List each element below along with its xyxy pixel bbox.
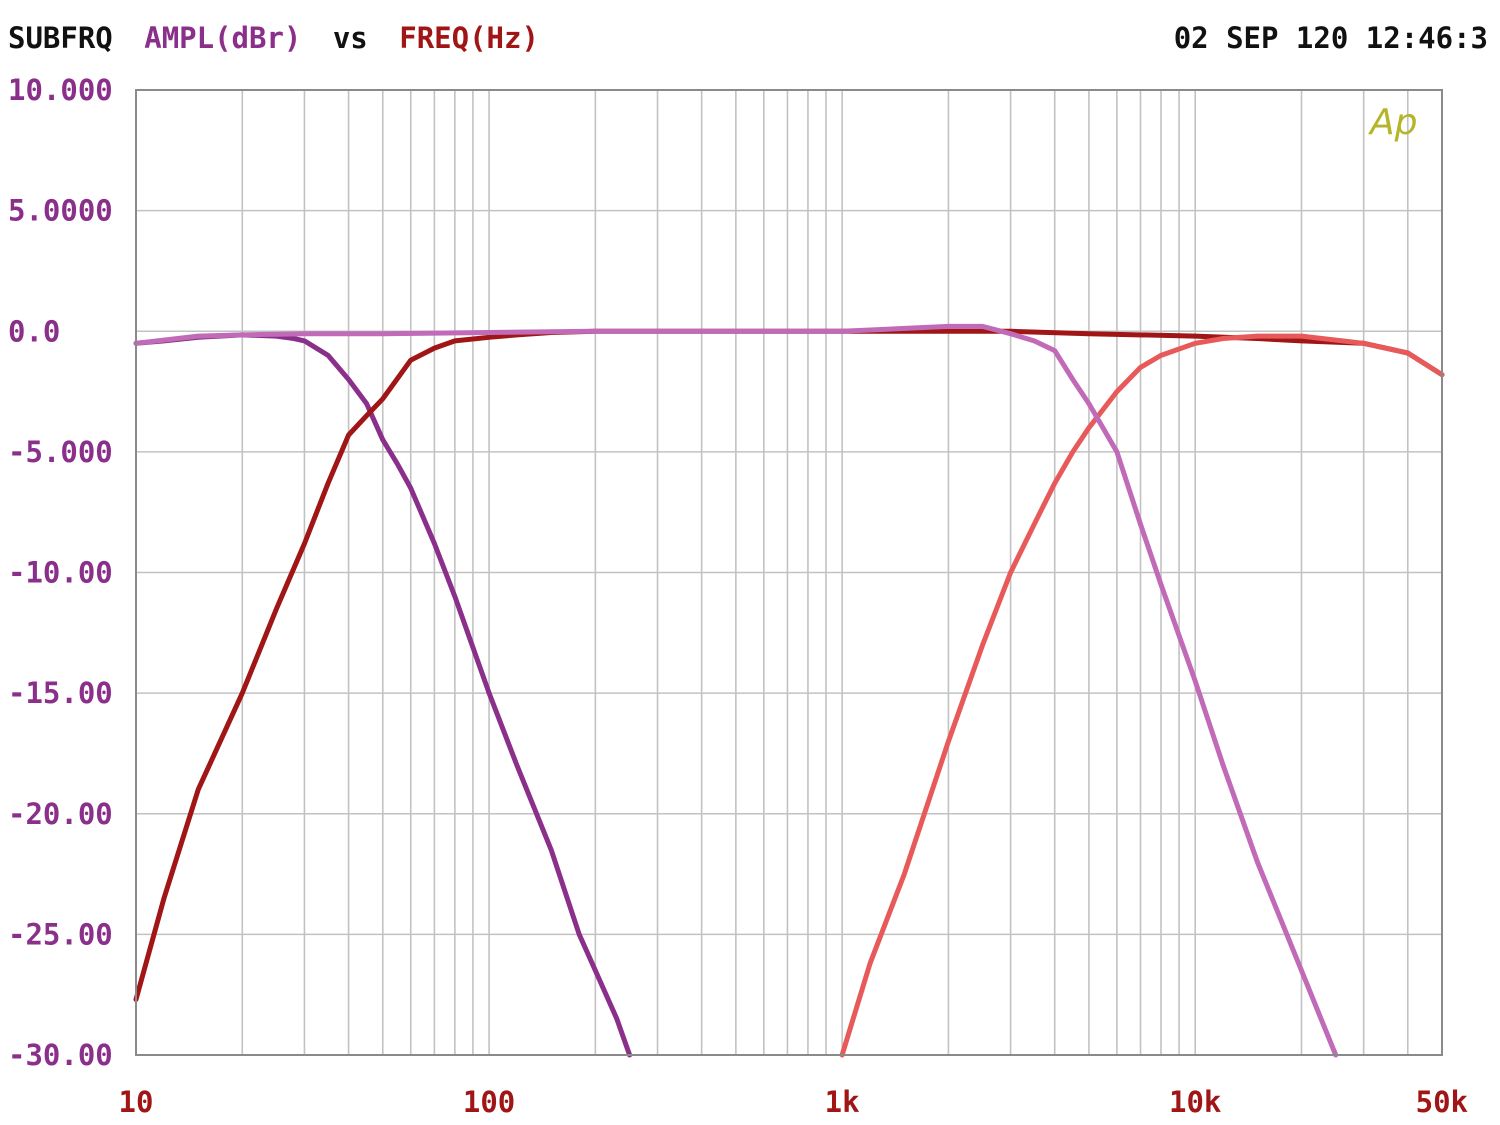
y-quantity-label: AMPL(dBr) <box>144 21 301 55</box>
series-line-4 <box>133 323 1339 1058</box>
y-tick-label: 5.0000 <box>8 194 113 228</box>
y-tick-label: -15.00 <box>8 676 113 710</box>
y-tick-labels: 10.000 5.0000 0.0 -5.000 -10.00 -15.00 -20.00 -… <box>8 73 113 1072</box>
y-tick-label: -30.00 <box>8 1038 113 1072</box>
x-tick-label: 50k <box>1416 1085 1468 1119</box>
grid <box>136 89 1443 1056</box>
y-tick-label: 10.000 <box>8 73 113 107</box>
x-tick-label: 1k <box>825 1085 860 1119</box>
plot-border <box>135 89 1443 1056</box>
vs-label: vs <box>333 21 368 55</box>
y-tick-label: -25.00 <box>8 917 113 951</box>
y-tick-label: -20.00 <box>8 797 113 831</box>
y-tick-label: 0.0 <box>8 314 60 348</box>
svg-text:SUBFRQ AMPL(dBr) vs: SUBFRQ AMPL(dBr) vs FREQ(Hz) <box>8 21 539 55</box>
x-tick-label: 10 <box>119 1085 154 1119</box>
ap-logo: Ap <box>1368 102 1417 143</box>
x-tick-label: 100 <box>463 1085 515 1119</box>
x-tick-label: 10k <box>1169 1085 1221 1119</box>
curves <box>133 323 1445 1058</box>
header-prefix: SUBFRQ <box>8 21 113 55</box>
datetime-stamp: 02 SEP 120 12:46:3 <box>1174 21 1488 55</box>
y-tick-label: -5.000 <box>8 435 113 469</box>
x-quantity-label: FREQ(Hz) <box>399 21 539 55</box>
y-tick-label: -10.00 <box>8 556 113 590</box>
x-tick-labels: 10 100 1k 10k 50k <box>119 1085 1468 1119</box>
series-line-3 <box>839 333 1445 1058</box>
